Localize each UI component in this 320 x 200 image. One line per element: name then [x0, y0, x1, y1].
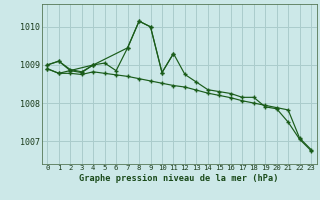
X-axis label: Graphe pression niveau de la mer (hPa): Graphe pression niveau de la mer (hPa) — [79, 174, 279, 183]
